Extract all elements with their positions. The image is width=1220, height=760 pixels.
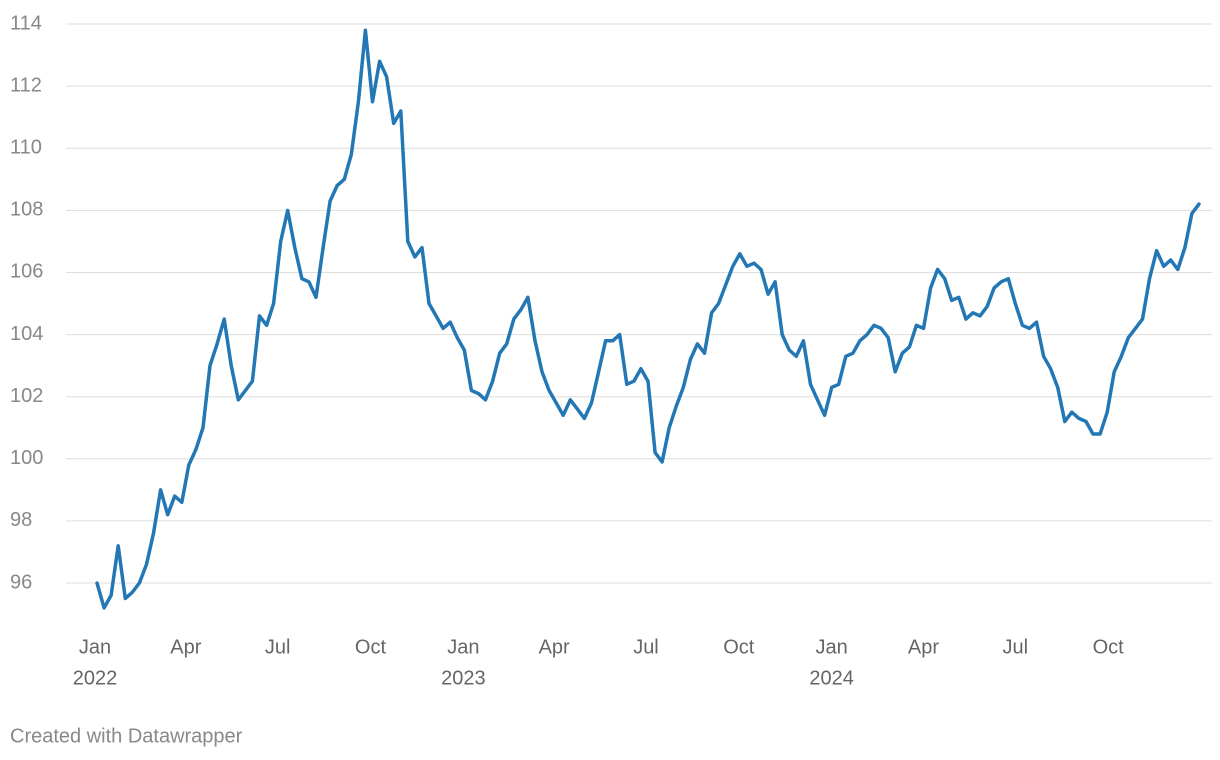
x-tick-label: Apr: [539, 636, 570, 658]
x-tick-label: Jan: [816, 636, 848, 658]
y-tick-label: 98: [10, 509, 32, 531]
x-tick-label: Jan: [447, 636, 479, 658]
x-tick-year: 2023: [441, 667, 486, 689]
y-tick-label: 96: [10, 571, 32, 593]
line: [95, 28, 1201, 610]
x-tick-label: Oct: [723, 636, 755, 658]
x-tick-year: 2022: [73, 667, 118, 689]
y-tick-label: 104: [10, 323, 43, 345]
x-tick-label: Jan: [79, 636, 111, 658]
x-tick-label: Jul: [265, 636, 291, 658]
y-tick-label: 106: [10, 261, 43, 283]
x-tick-label: Jul: [1003, 636, 1029, 658]
x-tick-label: Oct: [1093, 636, 1125, 658]
x-tick-label: Jul: [633, 636, 659, 658]
y-tick-label: 110: [10, 137, 42, 159]
y-tick-label: 102: [10, 385, 43, 407]
y-tick-label: 112: [10, 74, 42, 96]
x-tick-year: 2024: [809, 667, 854, 689]
footer: Created with Datawrapper: [10, 725, 243, 747]
y-tick-label: 108: [10, 199, 43, 221]
y-tick-label: 114: [10, 12, 42, 34]
y-tick-label: 100: [10, 447, 43, 469]
x-tick-label: Apr: [170, 636, 201, 658]
x-tick-label: Oct: [355, 636, 387, 658]
x-tick-label: Apr: [908, 636, 939, 658]
